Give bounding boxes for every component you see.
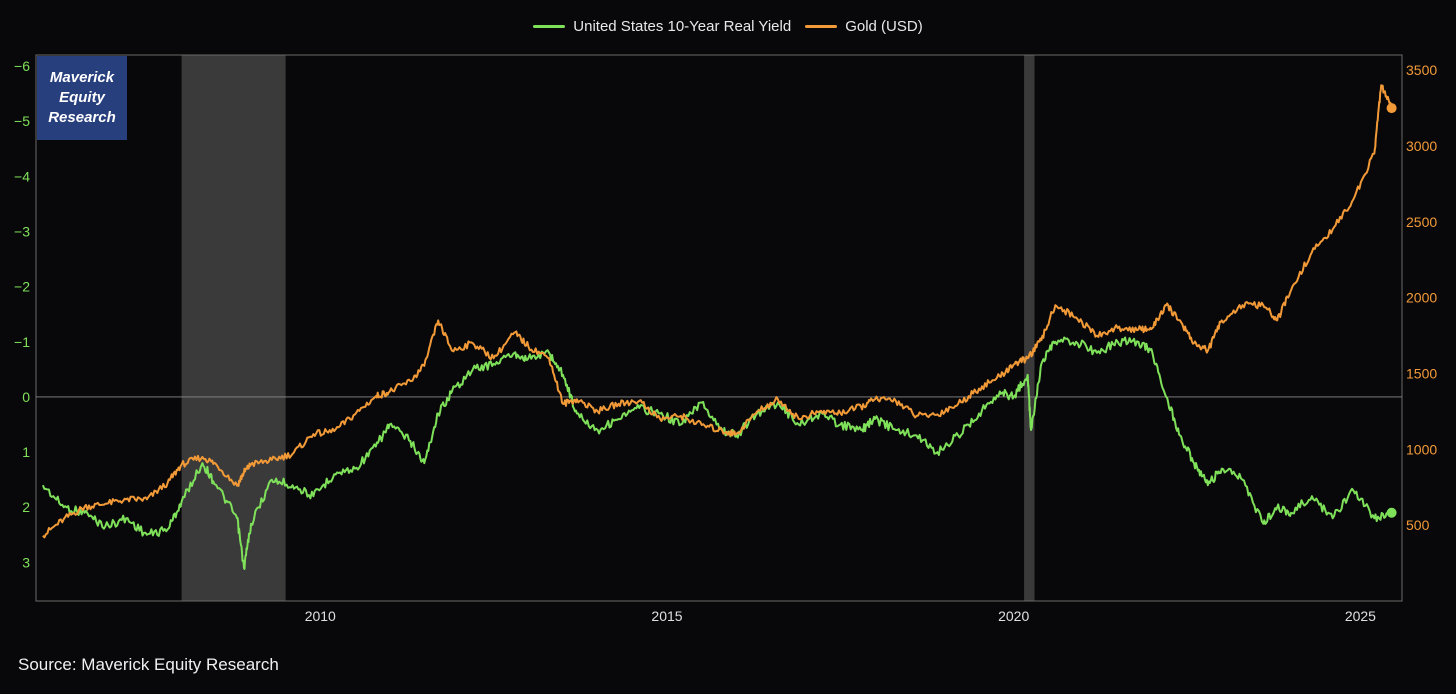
left-tick-label: −5 [14, 113, 30, 129]
x-tick-label: 2015 [651, 608, 682, 624]
x-tick-label: 2025 [1345, 608, 1376, 624]
brand-badge: Maverick Equity Research [37, 56, 127, 140]
legend-label-real-yield: United States 10-Year Real Yield [573, 18, 792, 35]
legend-label-gold: Gold (USD) [845, 18, 923, 35]
left-tick-label: −3 [14, 223, 30, 239]
left-tick-label: −1 [14, 334, 30, 350]
left-tick-label: 2 [22, 499, 30, 515]
right-tick-label: 3500 [1406, 62, 1437, 78]
series-endpoint-real-yield [1386, 507, 1397, 518]
plot-frame [35, 54, 1403, 602]
source-note: Source: Maverick Equity Research [18, 655, 279, 674]
left-tick-label: 0 [22, 389, 30, 405]
right-tick-label: 500 [1406, 517, 1430, 533]
right-tick-label: 2500 [1406, 214, 1437, 230]
recession-band-0 [181, 55, 286, 601]
right-tick-label: 2000 [1406, 290, 1437, 306]
right-axis-ticks: 500 1000 1500 2000 2500 3000 3500 [1406, 62, 1437, 533]
x-tick-label: 2020 [998, 608, 1029, 624]
series-line-gold [42, 84, 1393, 539]
series-endpoint-gold [1386, 103, 1397, 114]
legend: United States 10-Year Real Yield Gold (U… [0, 18, 1456, 35]
left-tick-label: −6 [14, 58, 30, 74]
legend-item-gold[interactable]: Gold (USD) [805, 18, 923, 35]
legend-item-real-yield[interactable]: United States 10-Year Real Yield [533, 18, 791, 35]
series-lines [41, 84, 1397, 570]
left-tick-label: 1 [22, 444, 30, 460]
x-axis-ticks: 2010 2015 2020 2025 [305, 608, 1376, 624]
left-tick-label: 3 [22, 554, 30, 570]
badge-line-1: Maverick [49, 69, 115, 86]
left-axis-ticks: −6 −5 −4 −3 −2 −1 0 1 2 3 [14, 58, 30, 570]
recession-band-1 [1024, 55, 1035, 601]
legend-swatch-real-yield [533, 25, 566, 28]
right-tick-label: 1000 [1406, 441, 1437, 457]
badge-line-3: Research [48, 109, 116, 126]
right-tick-label: 3000 [1406, 138, 1437, 154]
recession-shading [181, 55, 1035, 601]
left-tick-label: −2 [14, 279, 30, 295]
x-tick-label: 2010 [305, 608, 336, 624]
left-tick-label: −4 [14, 168, 30, 184]
right-tick-label: 1500 [1406, 365, 1437, 381]
legend-swatch-gold [805, 25, 838, 28]
badge-line-2: Equity [59, 89, 105, 106]
